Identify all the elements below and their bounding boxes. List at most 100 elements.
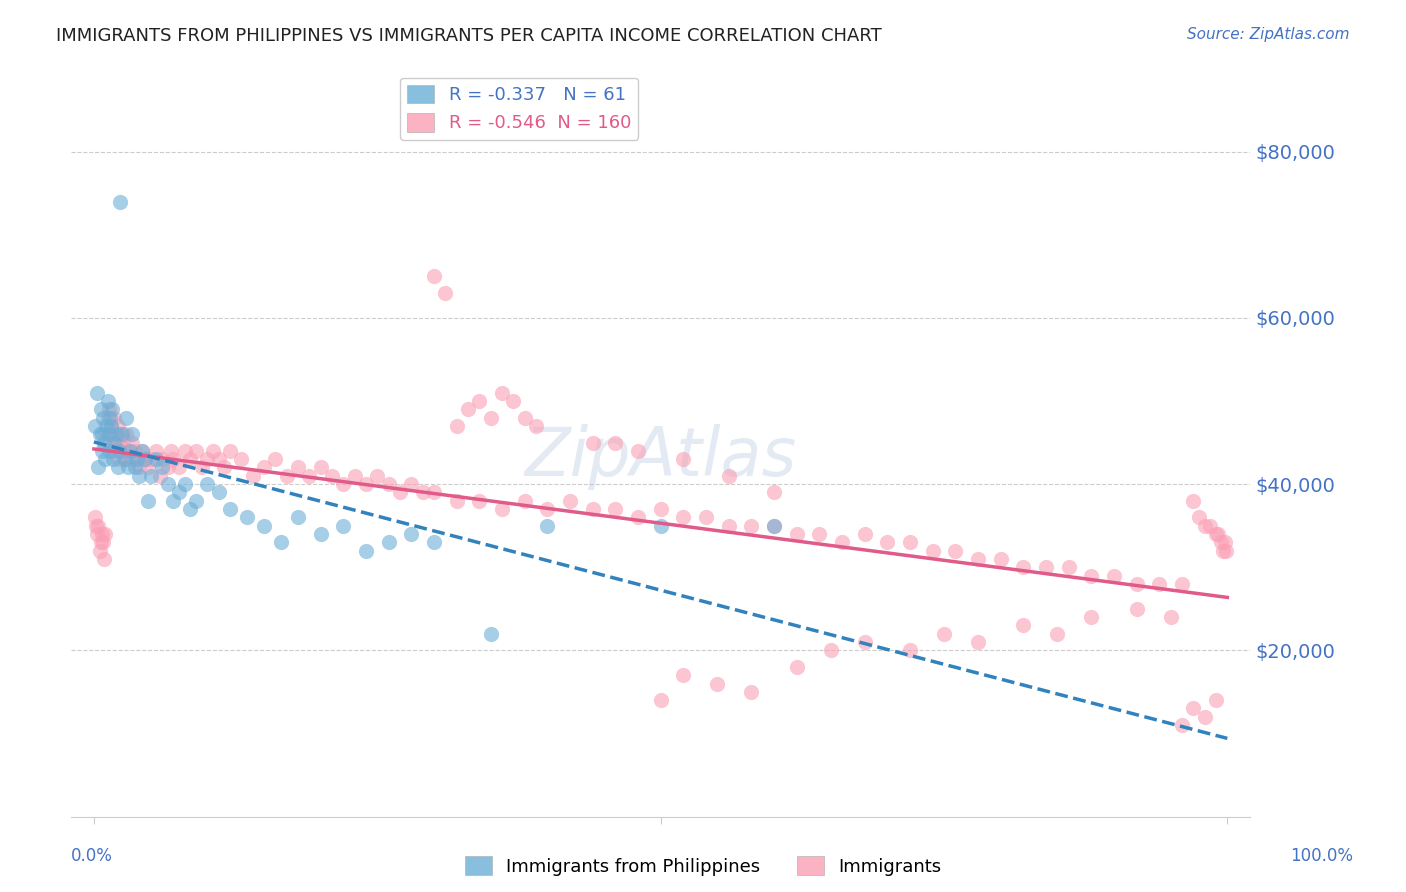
Point <box>90 402 112 417</box>
Point <box>762 485 785 500</box>
Point <box>967 552 990 566</box>
Point <box>145 443 167 458</box>
Point <box>128 468 150 483</box>
Point <box>412 485 434 500</box>
Point <box>179 502 201 516</box>
Point <box>89 543 111 558</box>
Point <box>139 468 162 483</box>
Point <box>114 452 136 467</box>
Point <box>921 543 943 558</box>
Point <box>287 460 309 475</box>
Point <box>184 493 207 508</box>
Point <box>103 435 125 450</box>
Point <box>121 435 143 450</box>
Point <box>131 443 153 458</box>
Point <box>139 452 162 467</box>
Point <box>650 502 672 516</box>
Point <box>1171 577 1194 591</box>
Point <box>231 452 253 467</box>
Point <box>740 518 762 533</box>
Point <box>149 468 172 483</box>
Point <box>1080 610 1102 624</box>
Point <box>468 394 491 409</box>
Point <box>1209 535 1232 549</box>
Point <box>650 693 672 707</box>
Point <box>96 394 118 409</box>
Point <box>1199 518 1222 533</box>
Point <box>117 460 139 475</box>
Point <box>401 527 423 541</box>
Point <box>1213 535 1236 549</box>
Point <box>309 460 332 475</box>
Text: 100.0%: 100.0% <box>1291 847 1353 865</box>
Point <box>84 418 107 433</box>
Point <box>201 443 224 458</box>
Point <box>101 443 124 458</box>
Point <box>558 493 581 508</box>
Point <box>343 468 366 483</box>
Point <box>207 485 229 500</box>
Point <box>695 510 717 524</box>
Point <box>468 493 491 508</box>
Point <box>105 427 128 442</box>
Point <box>898 643 921 657</box>
Point <box>167 485 190 500</box>
Point <box>876 535 898 549</box>
Point <box>156 460 179 475</box>
Point <box>90 427 112 442</box>
Point <box>605 502 627 516</box>
Point <box>1046 626 1069 640</box>
Point <box>366 468 388 483</box>
Point <box>97 427 120 442</box>
Point <box>605 435 627 450</box>
Point <box>536 518 558 533</box>
Point <box>672 668 695 682</box>
Point <box>581 435 603 450</box>
Point <box>253 460 276 475</box>
Point <box>167 460 190 475</box>
Point <box>672 510 695 524</box>
Point <box>111 427 134 442</box>
Point <box>672 452 695 467</box>
Point <box>990 552 1012 566</box>
Point <box>332 518 354 533</box>
Point <box>111 427 134 442</box>
Point <box>212 460 235 475</box>
Point <box>388 485 411 500</box>
Point <box>332 477 354 491</box>
Point <box>423 269 446 284</box>
Point <box>90 535 112 549</box>
Point <box>1171 718 1194 732</box>
Point <box>717 518 740 533</box>
Point <box>94 452 117 467</box>
Point <box>502 394 524 409</box>
Point <box>91 535 114 549</box>
Point <box>125 452 148 467</box>
Text: IMMIGRANTS FROM PHILIPPINES VS IMMIGRANTS PER CAPITA INCOME CORRELATION CHART: IMMIGRANTS FROM PHILIPPINES VS IMMIGRANT… <box>56 27 882 45</box>
Point <box>762 518 785 533</box>
Point <box>524 418 547 433</box>
Point <box>236 510 259 524</box>
Point <box>354 477 377 491</box>
Point <box>479 410 502 425</box>
Point <box>108 194 131 209</box>
Point <box>86 385 108 400</box>
Point <box>264 452 287 467</box>
Point <box>276 468 298 483</box>
Point <box>195 452 218 467</box>
Point <box>112 435 135 450</box>
Point <box>943 543 966 558</box>
Point <box>86 527 108 541</box>
Point <box>967 635 990 649</box>
Point <box>446 418 468 433</box>
Point <box>1080 568 1102 582</box>
Point <box>1125 601 1147 615</box>
Legend: R = -0.337   N = 61, R = -0.546  N = 160: R = -0.337 N = 61, R = -0.546 N = 160 <box>399 78 638 140</box>
Point <box>89 427 111 442</box>
Point <box>101 402 124 417</box>
Point <box>124 443 146 458</box>
Point <box>96 410 118 425</box>
Point <box>162 493 184 508</box>
Point <box>786 527 808 541</box>
Point <box>423 485 446 500</box>
